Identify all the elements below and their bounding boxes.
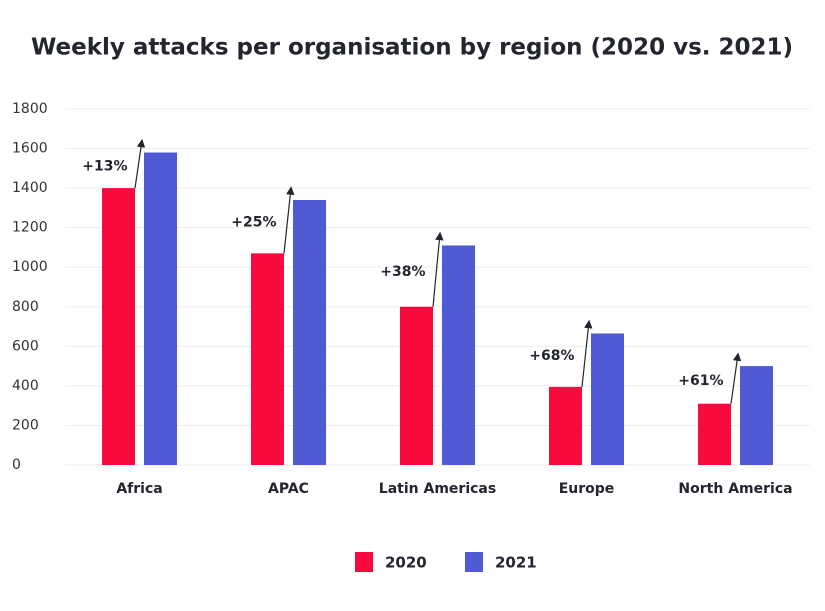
chart-title: Weekly attacks per organisation by regio… [31,35,793,61]
bar [144,152,177,465]
change-label: +68% [529,348,574,364]
x-tick-label: North America [678,481,792,497]
bar [102,188,135,465]
legend-label: 2021 [495,554,537,572]
y-tick-label: 600 [12,338,39,354]
y-tick-label: 1200 [12,220,48,236]
y-tick-label: 1400 [12,180,48,196]
change-arrow [134,138,146,189]
change-label: +61% [678,373,723,389]
legend-swatch [465,552,483,572]
change-label: +38% [380,264,425,280]
y-tick-label: 200 [12,417,39,433]
change-label: +13% [82,158,127,174]
x-tick-label: Africa [116,481,162,497]
y-tick-label: 1600 [12,141,48,157]
x-tick-label: APAC [268,481,309,497]
bar [740,366,773,465]
bar [591,333,624,465]
change-arrow [432,231,444,307]
bar [251,253,284,465]
bar [698,403,731,465]
x-tick-label: Europe [559,481,615,497]
y-tick-label: 800 [12,299,39,315]
change-arrow [581,319,593,387]
change-arrow [730,352,742,404]
y-tick-label: 400 [12,378,39,394]
legend-swatch [355,552,373,572]
change-arrow [283,186,295,254]
bar [549,386,582,465]
change-label: +25% [231,215,276,231]
y-tick-label: 1800 [12,101,48,117]
bar [442,245,475,465]
y-tick-label: 0 [12,457,21,473]
bar [293,199,326,465]
x-tick-label: Latin Americas [379,481,496,497]
legend-label: 2020 [385,554,427,572]
y-tick-label: 1000 [12,259,48,275]
bar [400,306,433,465]
